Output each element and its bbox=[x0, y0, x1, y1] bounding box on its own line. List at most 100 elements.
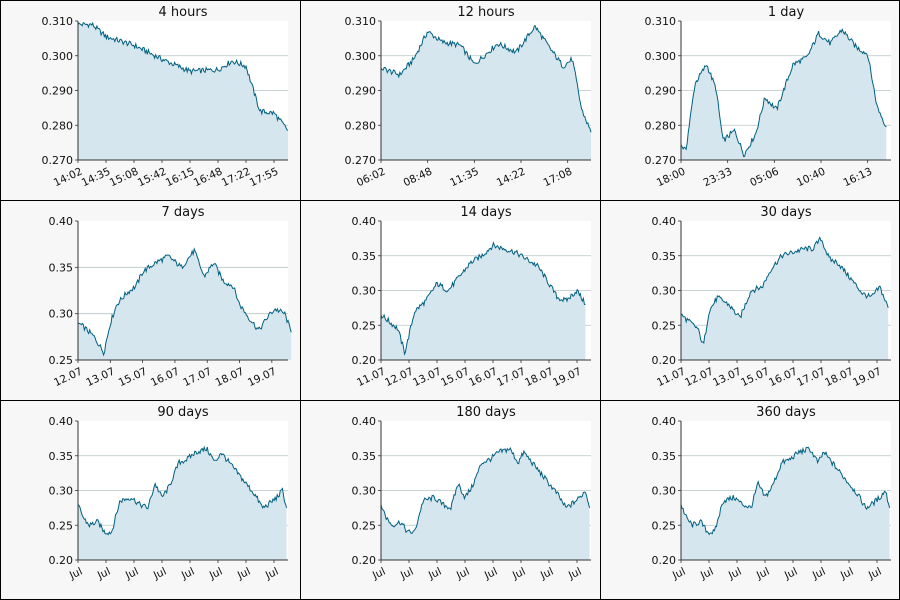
y-tick-label: 0.270 bbox=[345, 154, 377, 167]
x-tick-label: 10:40 bbox=[795, 166, 828, 190]
y-tick-label: 0.20 bbox=[652, 354, 677, 367]
y-tick-label: 0.35 bbox=[652, 250, 677, 263]
series-area bbox=[78, 447, 287, 560]
x-tick-label: 18.07 bbox=[523, 366, 555, 390]
x-tick-label: Jul bbox=[482, 566, 499, 583]
series-area bbox=[381, 25, 591, 160]
y-tick-label: 0.35 bbox=[49, 261, 74, 274]
y-tick-label: 0.40 bbox=[352, 415, 377, 428]
y-tick-label: 0.280 bbox=[42, 119, 74, 132]
x-tick-label: 17.07 bbox=[795, 366, 827, 390]
x-tick-label: 17.07 bbox=[181, 366, 213, 390]
y-tick-label: 0.30 bbox=[652, 485, 677, 498]
chart-panel: 7 days 0.25 0.30 0.35 0.40 12.07 13.07 15.07 16.… bbox=[0, 200, 301, 401]
x-tick-label: Jul bbox=[95, 566, 112, 583]
chart-svg: 7 days 0.25 0.30 0.35 0.40 12.07 13.07 15.07 16.… bbox=[49, 205, 292, 390]
x-tick-label: 05:06 bbox=[748, 165, 781, 189]
chart-title: 12 hours bbox=[457, 5, 514, 20]
series-line bbox=[77, 21, 289, 131]
series-area bbox=[681, 447, 890, 560]
y-tick-label: 0.310 bbox=[42, 15, 74, 28]
x-tick-label: 19.07 bbox=[551, 366, 583, 390]
y-tick-label: 0.270 bbox=[42, 154, 74, 167]
x-tick-label: Jul bbox=[67, 566, 84, 583]
x-tick-label: 19.07 bbox=[851, 366, 883, 390]
x-tick-label: Jul bbox=[370, 566, 387, 583]
x-tick-label: 13.07 bbox=[711, 366, 743, 390]
y-tick-label: 0.20 bbox=[352, 354, 377, 367]
x-tick-label: 15.07 bbox=[117, 366, 149, 390]
y-tick-label: 0.300 bbox=[42, 50, 74, 63]
x-tick-label: 11.07 bbox=[355, 366, 387, 390]
y-tick-label: 0.40 bbox=[652, 415, 677, 428]
x-tick-label: Jul bbox=[207, 566, 224, 583]
series-line bbox=[680, 236, 889, 344]
x-tick-label: Jul bbox=[398, 566, 415, 583]
x-tick-label: 16:48 bbox=[192, 166, 225, 190]
y-tick-label: 0.30 bbox=[352, 485, 377, 498]
x-tick-label: Jul bbox=[538, 566, 555, 583]
x-tick-label: Jul bbox=[838, 566, 855, 583]
series-line bbox=[680, 28, 887, 158]
y-tick-label: 0.25 bbox=[49, 519, 74, 532]
chart-panel: 30 days 0.20 0.25 0.30 0.35 0.40 11.07 12.07 13.… bbox=[600, 200, 900, 401]
chart-title: 180 days bbox=[456, 405, 516, 420]
chart-title: 30 days bbox=[760, 205, 812, 220]
y-tick-label: 0.35 bbox=[652, 450, 677, 463]
series-area bbox=[78, 22, 288, 161]
x-tick-label: 14:35 bbox=[80, 166, 113, 190]
x-tick-label: 14:02 bbox=[52, 166, 85, 190]
y-tick-label: 0.30 bbox=[352, 285, 377, 298]
chart-title: 90 days bbox=[157, 405, 209, 420]
y-tick-label: 0.35 bbox=[352, 450, 377, 463]
chart-panel: 360 days 0.20 0.25 0.30 0.35 0.40 Jul Jul Jul Jul… bbox=[600, 400, 900, 600]
x-tick-label: 12.07 bbox=[383, 366, 415, 390]
x-tick-label: 15:42 bbox=[136, 166, 169, 190]
x-tick-label: 17:55 bbox=[248, 166, 281, 190]
chart-panel: 12 hours 0.270 0.280 0.290 0.300 0.310 06:02 08… bbox=[300, 0, 601, 201]
chart-panel: 1 day 0.270 0.280 0.290 0.300 0.310 18:00 23:33… bbox=[600, 0, 900, 201]
x-tick-label: Jul bbox=[179, 566, 196, 583]
x-tick-label: Jul bbox=[123, 566, 140, 583]
x-tick-label: 17:08 bbox=[542, 166, 575, 190]
x-tick-label: 17.07 bbox=[495, 366, 527, 390]
y-tick-label: 0.30 bbox=[49, 485, 74, 498]
x-tick-label: Jul bbox=[754, 566, 771, 583]
y-tick-label: 0.300 bbox=[345, 50, 377, 63]
chart-svg: 14 days 0.20 0.25 0.30 0.35 0.40 11.0712.0713.… bbox=[352, 205, 591, 390]
series-line bbox=[380, 447, 591, 534]
y-tick-label: 0.25 bbox=[652, 519, 677, 532]
x-tick-label: 19.07 bbox=[246, 366, 278, 390]
x-tick-label: 08:48 bbox=[402, 166, 435, 190]
y-tick-label: 0.300 bbox=[645, 50, 677, 63]
x-tick-label: 16.07 bbox=[149, 366, 181, 390]
x-tick-label: 11:35 bbox=[448, 166, 481, 190]
chart-title: 14 days bbox=[460, 205, 512, 220]
series-line bbox=[380, 25, 592, 133]
y-tick-label: 0.40 bbox=[652, 215, 677, 228]
y-tick-label: 0.30 bbox=[652, 285, 677, 298]
chart-svg: 4 hours 0.270 0.280 0.290 0.300 0.310 14:0214:… bbox=[42, 5, 289, 190]
x-tick-label: 16:15 bbox=[164, 166, 197, 190]
y-tick-label: 0.290 bbox=[645, 85, 677, 98]
x-tick-label: 14:22 bbox=[495, 166, 528, 190]
x-tick-label: 13.07 bbox=[411, 366, 443, 390]
chart-svg: 360 days 0.20 0.25 0.30 0.35 0.40 Jul Jul Jul Jul… bbox=[652, 405, 891, 583]
y-tick-label: 0.20 bbox=[49, 554, 74, 567]
chart-title: 7 days bbox=[161, 205, 204, 220]
chart-panel: 4 hours 0.270 0.280 0.290 0.300 0.310 14:02 14:… bbox=[0, 0, 301, 201]
series-area bbox=[681, 237, 889, 360]
y-tick-label: 0.310 bbox=[345, 15, 377, 28]
x-tick-label: 13.07 bbox=[84, 366, 116, 390]
y-tick-label: 0.40 bbox=[49, 415, 74, 428]
x-tick-label: 15.07 bbox=[739, 366, 771, 390]
x-tick-label: 18.07 bbox=[823, 366, 855, 390]
x-tick-label: 12.07 bbox=[683, 366, 715, 390]
x-tick-label: 16.07 bbox=[767, 366, 799, 390]
series-line bbox=[77, 247, 292, 357]
x-tick-label: Jul bbox=[510, 566, 527, 583]
x-tick-label: 17:22 bbox=[220, 166, 253, 190]
x-tick-label: Jul bbox=[698, 566, 715, 583]
x-tick-label: 16.07 bbox=[467, 366, 499, 390]
